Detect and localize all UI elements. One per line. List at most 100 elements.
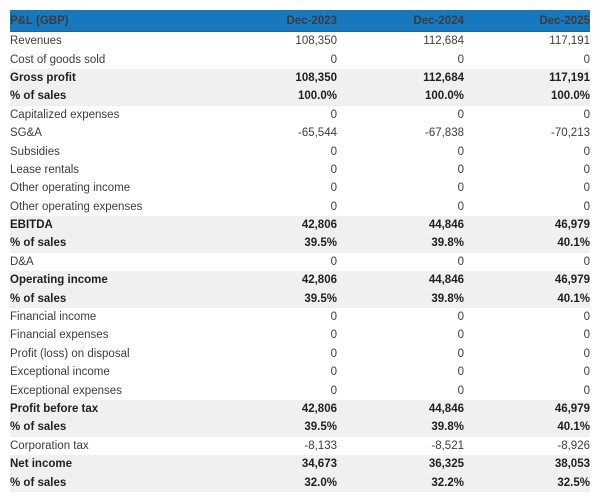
row-label: EBITDA <box>10 219 53 232</box>
row-value: 46,979 <box>554 219 590 232</box>
row-value: 39.8% <box>431 237 464 250</box>
table-header-col-dec-2024: Dec-2024 <box>337 10 464 32</box>
row-value: 46,979 <box>554 403 590 415</box>
row-value: 32.5% <box>557 476 590 489</box>
row-value: 0 <box>457 163 464 176</box>
row-value: 0 <box>457 108 464 121</box>
row-value: 0 <box>457 329 464 342</box>
table-body: Revenues 108,350 112,684 117,191 Cost of goo… <box>10 32 590 492</box>
row-value: 0 <box>457 347 464 360</box>
row-value: -67,838 <box>424 127 464 140</box>
table-row: Gross profit 108,350 112,684 117,191 <box>10 68 590 88</box>
row-value: 46,979 <box>554 274 590 287</box>
table-header-col-dec-2023: Dec-2023 <box>210 10 337 32</box>
table-row: EBITDA 42,806 44,846 46,979 <box>10 215 590 235</box>
table-header: P&L (GBP) Dec-2023 Dec-2024 Dec-2025 <box>10 10 590 32</box>
row-value: 0 <box>330 255 337 268</box>
row-label: Subsidies <box>10 145 60 158</box>
table-row: % of sales 39.5% 39.8% 40.1% <box>10 289 590 308</box>
row-label: % of sales <box>10 237 67 250</box>
row-value: 44,846 <box>428 219 464 232</box>
table-row: Financial expenses 0 0 0 <box>10 326 590 344</box>
row-label: Capitalized expenses <box>10 108 120 121</box>
row-label: Gross profit <box>10 71 76 84</box>
row-value: 39.8% <box>431 292 464 305</box>
row-value: 117,191 <box>549 71 590 84</box>
row-value: 44,846 <box>428 403 464 415</box>
table-row: SG&A -65,544 -67,838 -70,213 <box>10 124 590 142</box>
row-value: 112,684 <box>423 71 464 84</box>
row-value: 0 <box>583 255 590 268</box>
row-label: % of sales <box>10 421 67 434</box>
row-label: Revenues <box>10 35 62 48</box>
row-value: 0 <box>583 384 590 397</box>
table-row: Other operating expenses 0 0 0 <box>10 198 590 216</box>
table-row: Capitalized expenses 0 0 0 <box>10 106 590 124</box>
row-value: 0 <box>583 182 590 195</box>
row-value: 0 <box>330 200 337 213</box>
table-row: Revenues 108,350 112,684 117,191 <box>10 32 590 51</box>
row-label: SG&A <box>10 127 42 140</box>
row-value: 0 <box>330 53 337 66</box>
table-row: % of sales 32.0% 32.2% 32.5% <box>10 473 590 492</box>
row-value: 0 <box>457 182 464 195</box>
row-label: Other operating expenses <box>10 200 143 213</box>
row-value: 108,350 <box>295 35 337 48</box>
row-value: 39.8% <box>431 421 464 434</box>
row-value: 42,806 <box>301 219 337 232</box>
row-value: 0 <box>330 108 337 121</box>
row-label: Net income <box>10 458 72 471</box>
row-value: 39.5% <box>304 421 337 434</box>
table-row: Exceptional income 0 0 0 <box>10 363 590 381</box>
row-value: 100.0% <box>297 90 337 103</box>
row-value: 0 <box>583 329 590 342</box>
row-value: 40.1% <box>557 292 590 305</box>
table-row: Other operating income 0 0 0 <box>10 179 590 197</box>
row-value: 0 <box>583 200 590 213</box>
row-label: Other operating income <box>10 182 131 195</box>
table-row: Cost of goods sold 0 0 0 <box>10 50 590 68</box>
row-value: 42,806 <box>301 403 337 415</box>
table-row: Lease rentals 0 0 0 <box>10 161 590 179</box>
table-row: Profit before tax 42,806 44,846 46,979 <box>10 399 590 419</box>
row-value: -8,521 <box>431 439 464 452</box>
row-value: 0 <box>457 311 464 324</box>
row-value: 0 <box>330 311 337 324</box>
row-label: % of sales <box>10 90 67 103</box>
row-value: 112,684 <box>423 35 464 48</box>
row-value: 0 <box>330 366 337 379</box>
row-value: 0 <box>457 53 464 66</box>
row-value: 0 <box>583 163 590 176</box>
row-value: 38,053 <box>554 458 590 471</box>
row-value: 44,846 <box>428 274 464 287</box>
row-value: 0 <box>583 108 590 121</box>
table-row: Subsidies 0 0 0 <box>10 142 590 160</box>
row-value: 42,806 <box>301 274 337 287</box>
row-value: 0 <box>583 53 590 66</box>
row-label: Exceptional expenses <box>10 384 122 397</box>
row-label: % of sales <box>10 292 67 305</box>
table-row: Operating income 42,806 44,846 46,979 <box>10 271 590 290</box>
table-row: Financial income 0 0 0 <box>10 308 590 326</box>
row-label: Exceptional income <box>10 366 110 379</box>
table-row: % of sales 39.5% 39.8% 40.1% <box>10 418 590 437</box>
row-value: 0 <box>457 384 464 397</box>
row-label: Financial expenses <box>10 329 109 342</box>
row-value: -8,133 <box>304 439 337 452</box>
row-value: 34,673 <box>301 458 337 471</box>
row-value: 0 <box>457 366 464 379</box>
row-value: -65,544 <box>297 127 337 140</box>
table-row: Net income 34,673 36,325 38,053 <box>10 454 590 474</box>
table-row: % of sales 100.0% 100.0% 100.0% <box>10 87 590 106</box>
row-value: 0 <box>330 384 337 397</box>
row-label: % of sales <box>10 476 67 489</box>
row-label: Cost of goods sold <box>10 53 106 66</box>
row-value: 0 <box>583 347 590 360</box>
row-value: 108,350 <box>295 71 337 84</box>
row-value: 0 <box>330 145 337 158</box>
table-row: Corporation tax -8,133 -8,521 -8,926 <box>10 437 590 455</box>
row-label: Financial income <box>10 311 97 324</box>
row-value: 39.5% <box>304 237 337 250</box>
row-value: 0 <box>583 311 590 324</box>
